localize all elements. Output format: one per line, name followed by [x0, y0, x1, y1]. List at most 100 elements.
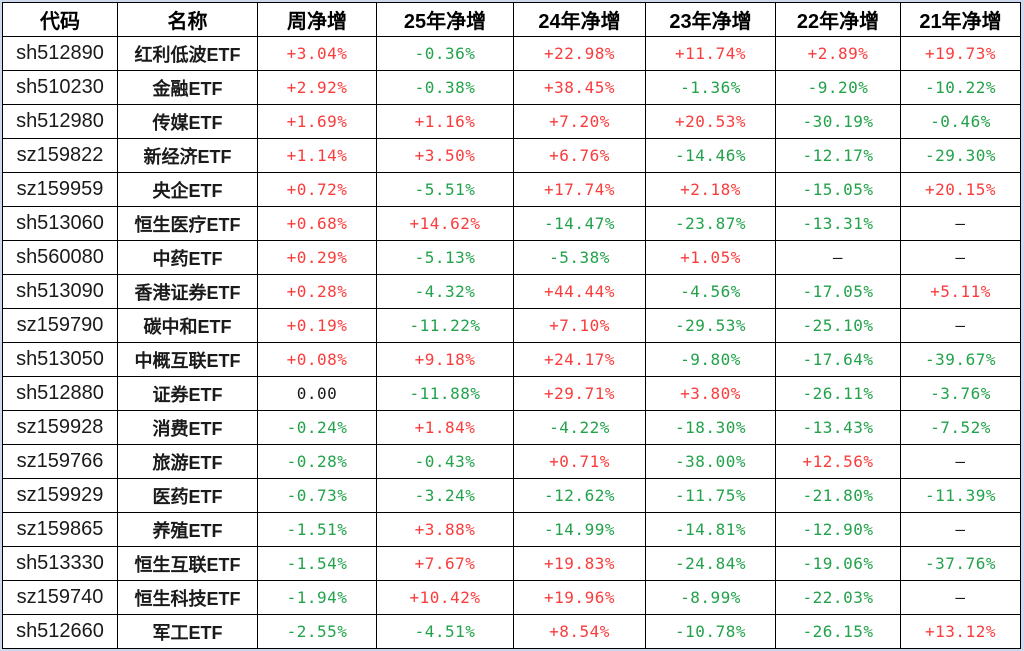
table-row: sh513330 恒生互联ETF -1.54% +7.67% +19.83% -24.84… — [2, 546, 1021, 581]
cell-value: -8.99% — [645, 580, 776, 615]
cell-value: -14.47% — [513, 206, 646, 241]
cell-value: -17.05% — [775, 274, 901, 309]
cell-name: 旅游ETF — [117, 444, 258, 479]
cell-value: +1.84% — [376, 410, 514, 445]
cell-name: 红利低波ETF — [117, 36, 258, 71]
cell-value: +22.98% — [513, 36, 646, 71]
cell-code: sz159766 — [2, 444, 118, 479]
cell-code: sz159740 — [2, 580, 118, 615]
cell-value: +1.14% — [257, 138, 377, 173]
cell-name: 恒生医疗ETF — [117, 206, 258, 241]
column-header: 周净增 — [257, 2, 377, 37]
header-row: 代码 名称 周净增 25年净增 24年净增 23年净增 22年净增 21年净增 — [2, 2, 1021, 37]
cell-value: -1.36% — [645, 70, 776, 105]
cell-value: -0.36% — [376, 36, 514, 71]
table-row: sh512890 红利低波ETF +3.04% -0.36% +22.98% +11.74… — [2, 36, 1021, 71]
cell-name: 碳中和ETF — [117, 308, 258, 343]
cell-value: -0.43% — [376, 444, 514, 479]
cell-value: -29.53% — [645, 308, 776, 343]
table-header: 代码 名称 周净增 25年净增 24年净增 23年净增 22年净增 21年净增 — [2, 2, 1021, 37]
cell-value: -3.24% — [376, 478, 514, 513]
cell-value: -9.20% — [775, 70, 901, 105]
cell-value: -37.76% — [900, 546, 1021, 581]
cell-name: 传媒ETF — [117, 104, 258, 139]
cell-value: -10.78% — [645, 614, 776, 649]
cell-value: — — [900, 444, 1021, 479]
cell-name: 恒生科技ETF — [117, 580, 258, 615]
table-row: sz159740 恒生科技ETF -1.94% +10.42% +19.96% -8.99… — [2, 580, 1021, 615]
cell-value: — — [900, 240, 1021, 275]
cell-value: -12.17% — [775, 138, 901, 173]
cell-value: -14.46% — [645, 138, 776, 173]
cell-value: -1.51% — [257, 512, 377, 547]
cell-value: +17.74% — [513, 172, 646, 207]
cell-code: sh513050 — [2, 342, 118, 377]
cell-value: -10.22% — [900, 70, 1021, 105]
cell-code: sz159928 — [2, 410, 118, 445]
cell-value: +20.15% — [900, 172, 1021, 207]
cell-value: +2.18% — [645, 172, 776, 207]
table-body: sh512890 红利低波ETF +3.04% -0.36% +22.98% +11.74… — [2, 36, 1021, 649]
cell-value: 0.00 — [257, 376, 377, 411]
cell-code: sh512660 — [2, 614, 118, 649]
cell-value: +3.04% — [257, 36, 377, 71]
cell-value: +8.54% — [513, 614, 646, 649]
table-row: sh512980 传媒ETF +1.69% +1.16% +7.20% +20.53% -3… — [2, 104, 1021, 139]
cell-value: -22.03% — [775, 580, 901, 615]
cell-name: 央企ETF — [117, 172, 258, 207]
cell-value: -17.64% — [775, 342, 901, 377]
cell-value: -0.38% — [376, 70, 514, 105]
cell-value: — — [900, 512, 1021, 547]
column-header: 名称 — [117, 2, 258, 37]
cell-value: +0.68% — [257, 206, 377, 241]
cell-name: 中药ETF — [117, 240, 258, 275]
cell-name: 金融ETF — [117, 70, 258, 105]
cell-code: sh512890 — [2, 36, 118, 71]
table-row: sh513090 香港证券ETF +0.28% -4.32% +44.44% -4.56%… — [2, 274, 1021, 309]
cell-value: -0.73% — [257, 478, 377, 513]
cell-value: +19.96% — [513, 580, 646, 615]
cell-name: 军工ETF — [117, 614, 258, 649]
column-header: 21年净增 — [900, 2, 1021, 37]
table-row: sz159929 医药ETF -0.73% -3.24% -12.62% -11.75% -… — [2, 478, 1021, 513]
cell-value: +9.18% — [376, 342, 514, 377]
cell-value: +0.19% — [257, 308, 377, 343]
cell-value: +1.16% — [376, 104, 514, 139]
cell-value: -0.24% — [257, 410, 377, 445]
cell-value: -39.67% — [900, 342, 1021, 377]
cell-value: -5.38% — [513, 240, 646, 275]
cell-value: +19.73% — [900, 36, 1021, 71]
cell-value: -21.80% — [775, 478, 901, 513]
cell-code: sz159822 — [2, 138, 118, 173]
cell-value: +7.67% — [376, 546, 514, 581]
cell-value: -7.52% — [900, 410, 1021, 445]
cell-value: -14.81% — [645, 512, 776, 547]
cell-value: -11.39% — [900, 478, 1021, 513]
cell-value: — — [900, 308, 1021, 343]
cell-code: sh512980 — [2, 104, 118, 139]
cell-value: -15.05% — [775, 172, 901, 207]
cell-value: -18.30% — [645, 410, 776, 445]
cell-value: +38.45% — [513, 70, 646, 105]
table-row: sz159928 消费ETF -0.24% +1.84% -4.22% -18.30% -1… — [2, 410, 1021, 445]
column-header: 24年净增 — [513, 2, 646, 37]
cell-code: sh513330 — [2, 546, 118, 581]
cell-value: -25.10% — [775, 308, 901, 343]
cell-value: -14.99% — [513, 512, 646, 547]
cell-name: 消费ETF — [117, 410, 258, 445]
table-row: sz159766 旅游ETF -0.28% -0.43% +0.71% -38.00% +1… — [2, 444, 1021, 479]
cell-value: +0.71% — [513, 444, 646, 479]
cell-value: +2.92% — [257, 70, 377, 105]
cell-value: -11.88% — [376, 376, 514, 411]
table-row: sh560080 中药ETF +0.29% -5.13% -5.38% +1.05% — — — [2, 240, 1021, 275]
cell-name: 新经济ETF — [117, 138, 258, 173]
cell-value: -1.54% — [257, 546, 377, 581]
cell-value: — — [900, 206, 1021, 241]
cell-value: -5.13% — [376, 240, 514, 275]
cell-value: +2.89% — [775, 36, 901, 71]
cell-code: sz159790 — [2, 308, 118, 343]
cell-value: -9.80% — [645, 342, 776, 377]
cell-value: -19.06% — [775, 546, 901, 581]
